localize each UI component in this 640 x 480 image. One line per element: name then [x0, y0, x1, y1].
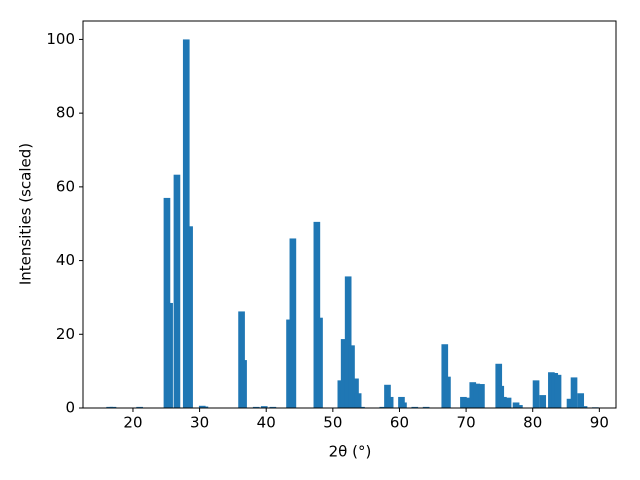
bar [577, 393, 585, 408]
x-tick-label: 30 [190, 414, 209, 432]
bar [566, 398, 574, 408]
bar [548, 372, 555, 408]
bar [580, 406, 588, 408]
bar [379, 406, 387, 408]
bar [500, 396, 507, 408]
x-tick-label: 80 [523, 414, 542, 432]
bar [289, 238, 297, 408]
bar [570, 377, 578, 408]
bar [400, 402, 407, 408]
x-tick-label: 20 [123, 414, 142, 432]
bar [504, 397, 512, 408]
bar [478, 384, 485, 408]
x-tick-label: 50 [323, 414, 342, 432]
bar [348, 345, 355, 408]
bar [422, 406, 430, 408]
y-tick-label: 0 [65, 399, 75, 417]
bar [539, 395, 547, 408]
bar [340, 339, 348, 408]
bar [109, 406, 117, 408]
bar [444, 376, 451, 408]
y-tick-label: 60 [56, 177, 75, 195]
bar [554, 374, 562, 408]
bar [136, 406, 143, 408]
x-tick-label: 60 [390, 414, 409, 432]
y-tick-label: 80 [56, 104, 75, 122]
bar [260, 406, 268, 408]
bar [240, 360, 247, 408]
y-tick-label: 20 [56, 325, 75, 343]
bar [238, 311, 245, 408]
bar [532, 380, 540, 408]
bar [464, 397, 472, 408]
bar [269, 406, 277, 408]
bar [106, 406, 113, 408]
x-axis-label: 2θ (°) [329, 443, 372, 461]
plot-frame [82, 20, 617, 409]
x-tick-label: 90 [590, 414, 609, 432]
bar [460, 396, 467, 408]
bar [441, 344, 449, 408]
bar [286, 319, 293, 408]
bar [186, 226, 193, 408]
y-axis-label: Intensities (scaled) [17, 143, 35, 285]
bar [469, 382, 477, 408]
bar [316, 317, 323, 408]
bar [354, 393, 362, 408]
bar [516, 405, 523, 408]
bar [384, 384, 391, 408]
bar [173, 174, 181, 408]
y-tick-label: 40 [56, 251, 75, 269]
bar [411, 406, 419, 408]
bar [358, 406, 365, 408]
x-tick-label: 40 [257, 414, 276, 432]
bar [386, 396, 394, 408]
bar [252, 406, 260, 408]
bar [201, 406, 209, 408]
bar [344, 276, 352, 408]
bar [473, 383, 481, 408]
bar [182, 39, 190, 409]
bar [166, 302, 173, 408]
y-tick-label: 100 [46, 30, 75, 48]
bar [313, 221, 321, 408]
x-tick-label: 70 [457, 414, 476, 432]
